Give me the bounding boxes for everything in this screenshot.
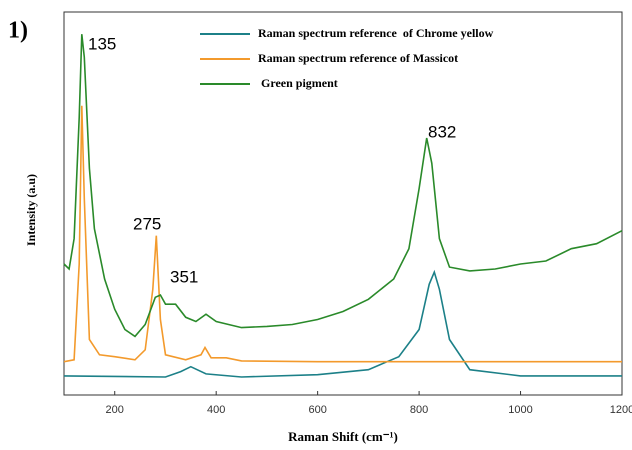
series-line (63, 34, 623, 338)
x-tick-label: 800 (410, 404, 428, 416)
legend-label: Green pigment (258, 76, 338, 90)
legend-label: Raman spectrum reference of Chrome yello… (258, 26, 494, 40)
x-tick-label: 600 (308, 404, 326, 416)
peak-label: 832 (428, 122, 456, 141)
series-line (63, 105, 622, 363)
peak-label: 135 (88, 34, 116, 53)
x-axis-label: Raman Shift (cm⁻¹) (288, 429, 398, 444)
x-tick-label: 1000 (508, 404, 532, 416)
panel-label: 1) (8, 18, 28, 44)
y-axis-label: Intensity (a.u) (24, 174, 38, 246)
x-tick-label: 400 (207, 404, 225, 416)
x-tick-label: 200 (106, 404, 124, 416)
peak-label: 351 (170, 267, 198, 286)
legend-label: Raman spectrum reference of Massicot (258, 51, 458, 65)
plot-frame (63, 11, 623, 396)
peak-label: 275 (133, 214, 161, 233)
series-line (63, 269, 622, 378)
x-tick-label: 1200 (610, 404, 632, 416)
